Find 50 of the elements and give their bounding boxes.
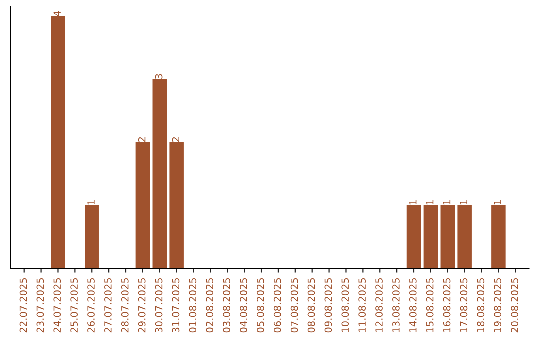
- bar: [136, 142, 150, 269]
- x-tick-label: 06.08.2025: [274, 278, 282, 333]
- bar: [152, 79, 168, 269]
- x-tick-label: 22.07.2025: [20, 278, 28, 333]
- x-tick-label: 23.07.2025: [36, 278, 44, 333]
- x-tick-label: 13.08.2025: [392, 278, 400, 332]
- x-tick-label: 30.07.2025: [155, 278, 163, 333]
- bar: [440, 205, 456, 269]
- x-tick-label: 12.08.2025: [376, 278, 383, 332]
- x-tick-label: 24.07.2025: [54, 278, 62, 333]
- x-tick-label: 07.08.2025: [290, 278, 298, 333]
- bar: [424, 205, 438, 269]
- x-tick-label: 04.08.2025: [240, 278, 248, 333]
- x-tick-label: 08.08.2025: [308, 278, 316, 333]
- bar: [458, 205, 472, 269]
- data-label: 1: [410, 200, 417, 205]
- data-label: 1: [426, 200, 434, 205]
- data-label: 1: [494, 200, 502, 205]
- x-tick-label: 29.07.2025: [138, 278, 146, 333]
- x-tick-label: 01.08.2025: [189, 278, 197, 333]
- bar: [84, 205, 100, 269]
- x-tick-label: 31.07.2025: [172, 278, 180, 333]
- data-label: 1: [443, 200, 451, 205]
- data-label: 3: [155, 74, 163, 80]
- data-label: 1: [88, 200, 95, 205]
- x-tick-label: 09.08.2025: [324, 278, 332, 333]
- bar: [492, 205, 506, 269]
- x-tick-label: 10.08.2025: [342, 278, 350, 332]
- x-tick-label: 11.08.2025: [358, 278, 366, 332]
- data-label: 1: [460, 200, 468, 205]
- x-tick-label: 27.07.2025: [104, 278, 112, 333]
- x-tick-label: 18.08.2025: [477, 278, 485, 332]
- x-tick-label: 15.08.2025: [426, 278, 434, 332]
- data-label: 2: [172, 138, 180, 142]
- x-tick-label: 26.07.2025: [88, 278, 95, 333]
- x-tick-label: 19.08.2025: [494, 278, 502, 332]
- x-tick-label: 25.07.2025: [70, 278, 78, 333]
- data-label: 4: [54, 11, 61, 16]
- x-tick-label: 28.07.2025: [121, 278, 129, 333]
- bar: [406, 205, 422, 269]
- data-label: 2: [138, 138, 146, 142]
- x-tick-label: 20.08.2025: [511, 278, 518, 333]
- bar: [51, 16, 66, 269]
- x-tick-label: 16.08.2025: [443, 278, 451, 332]
- x-tick-label: 14.08.2025: [409, 278, 417, 332]
- x-tick-label: 02.08.2025: [206, 278, 214, 333]
- bar: [170, 142, 184, 269]
- x-tick-label: 17.08.2025: [460, 278, 468, 332]
- x-tick-label: 03.08.2025: [223, 278, 230, 333]
- x-tick-label: 05.08.2025: [256, 278, 264, 333]
